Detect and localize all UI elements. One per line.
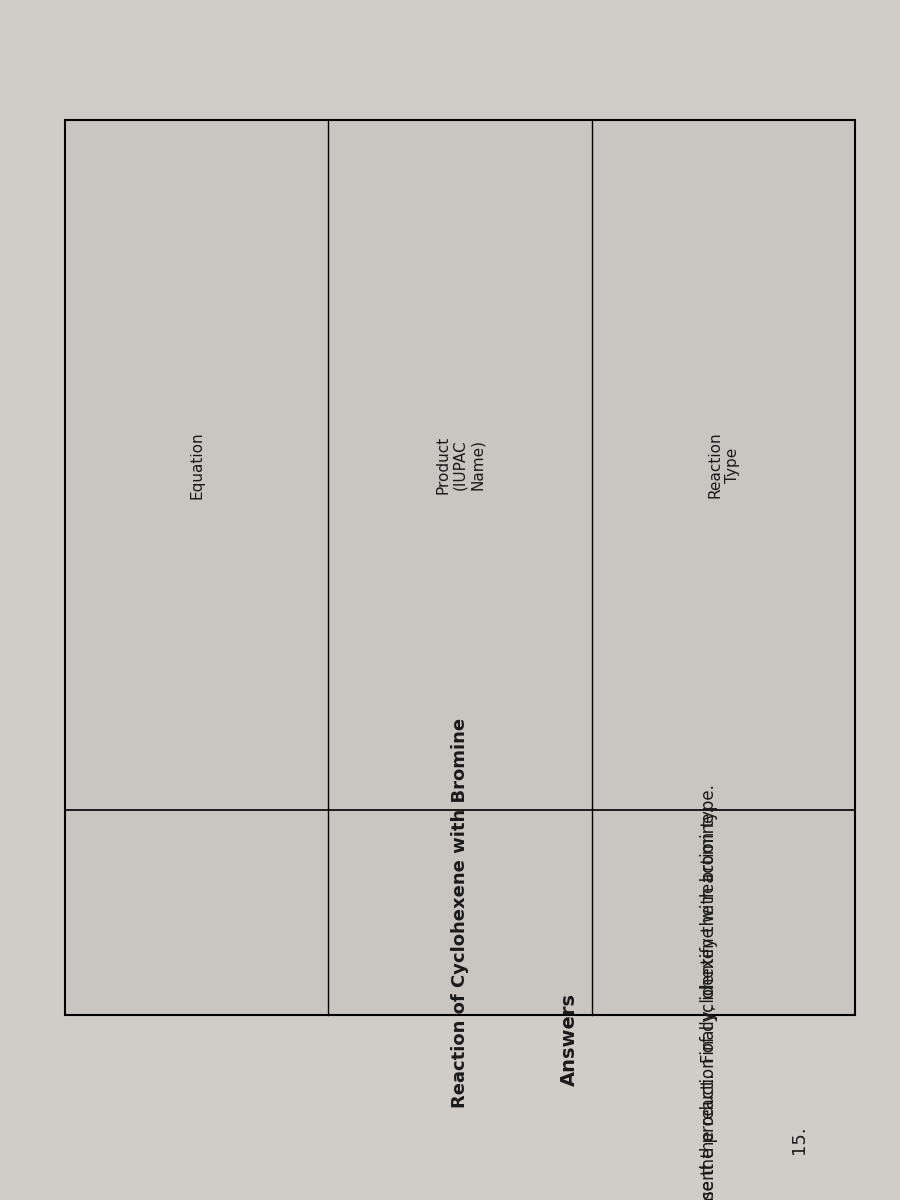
Text: Using line diagrams represent the reaction of cyclohexene with bromine.: Using line diagrams represent the reacti… xyxy=(700,808,718,1200)
Text: 15.: 15. xyxy=(790,1126,808,1154)
Text: Reaction
Type: Reaction Type xyxy=(707,432,740,498)
Bar xyxy=(65,120,855,1015)
Text: Using IUPAC rules, name the product.  Finally, identify the reaction type.: Using IUPAC rules, name the product. Fin… xyxy=(700,785,718,1200)
Text: Equation: Equation xyxy=(189,431,204,499)
Bar xyxy=(65,120,855,1015)
Text: Answers: Answers xyxy=(560,994,579,1086)
Text: Product
(IUPAC
Name): Product (IUPAC Name) xyxy=(435,436,485,494)
Text: Reaction of Cyclohexene with Bromine: Reaction of Cyclohexene with Bromine xyxy=(451,718,469,1108)
